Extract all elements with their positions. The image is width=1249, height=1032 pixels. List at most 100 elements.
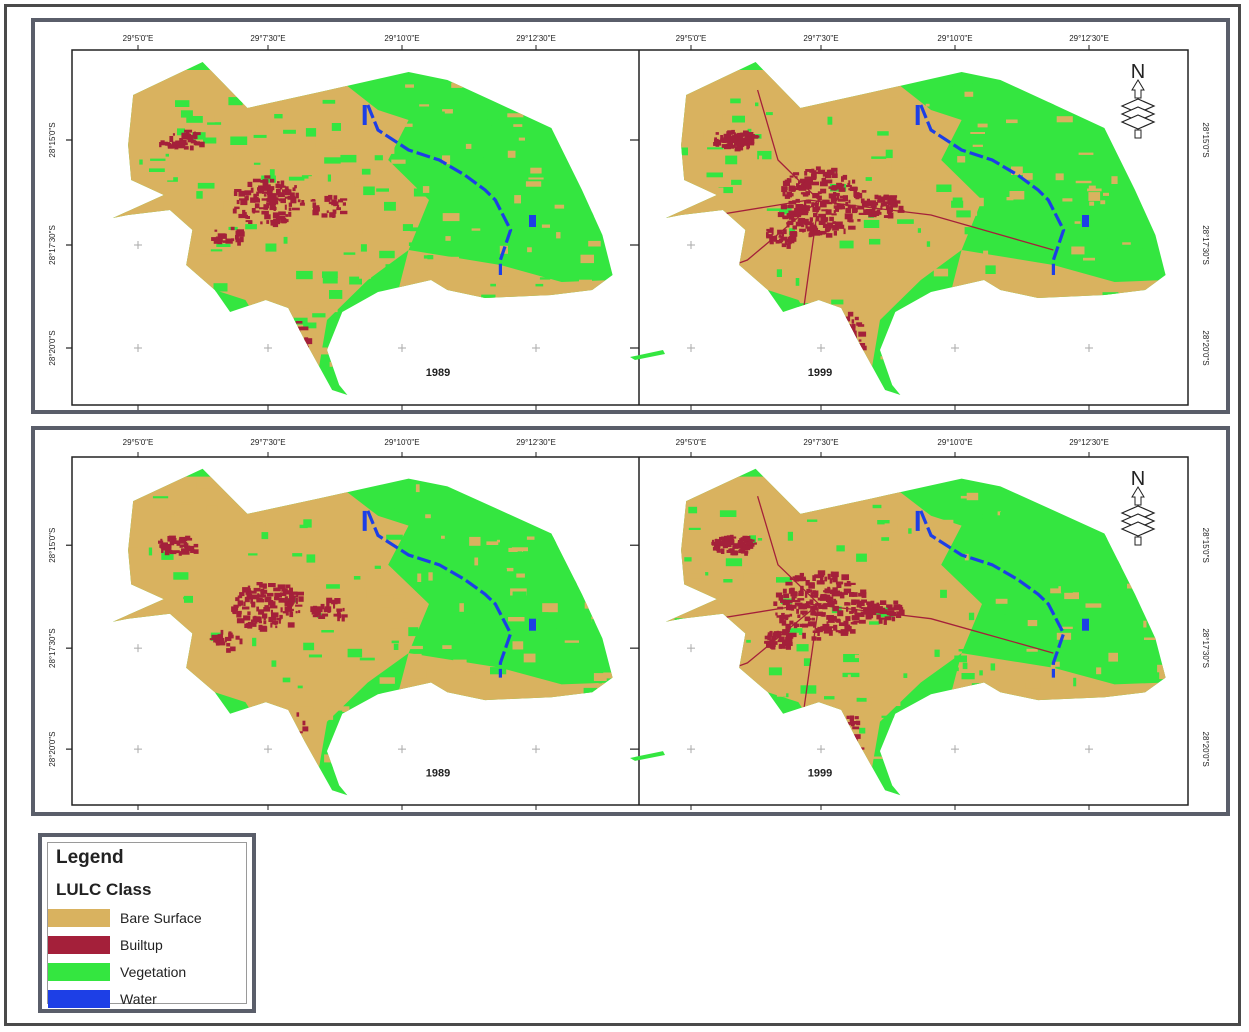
builtup-patch <box>862 203 868 207</box>
land-patch <box>1011 166 1023 175</box>
land-patch <box>539 277 551 280</box>
land-patch <box>963 537 977 543</box>
builtup-patch <box>877 608 882 614</box>
land-patch <box>233 155 240 160</box>
land-patch <box>498 206 514 214</box>
builtup-patch <box>831 167 838 172</box>
water-swatch <box>48 990 110 1008</box>
vegetation-fragment <box>630 350 665 360</box>
builtup-patch <box>844 316 851 322</box>
builtup-patch <box>881 204 884 207</box>
builtup-patch <box>833 624 838 631</box>
builtup-patch <box>801 181 805 185</box>
land-patch <box>404 601 409 609</box>
builtup-patch <box>277 198 282 201</box>
land-patch <box>433 648 438 654</box>
builtup-patch <box>733 133 739 138</box>
builtup-patch <box>805 580 810 586</box>
land-patch <box>564 640 579 643</box>
builtup-patch <box>253 587 261 592</box>
builtup-patch <box>812 206 819 213</box>
top-coordinate-label: 29°7'30"E <box>803 438 838 447</box>
land-patch <box>386 534 403 540</box>
builtup-patch <box>848 325 856 332</box>
land-patch <box>253 162 261 165</box>
builtup-patch <box>845 616 851 621</box>
lulc-panel-1999: 29°5'0"E 29°7'30"E 29°10'0"E 29°12'30"E 28°1… <box>630 34 1210 410</box>
land-patch <box>961 673 975 680</box>
land-patch <box>1028 151 1036 154</box>
builtup-patch <box>236 607 239 611</box>
land-patch <box>884 523 898 533</box>
builtup-patch <box>872 603 879 608</box>
builtup-patch <box>279 614 283 619</box>
land-patch <box>856 701 872 706</box>
builtup-patch <box>341 617 345 622</box>
builtup-patch <box>250 598 253 604</box>
land-patch <box>366 137 371 140</box>
land-patch <box>737 151 745 155</box>
land-patch <box>465 143 472 149</box>
builtup-patch <box>304 338 313 345</box>
builtup-patch <box>877 196 884 201</box>
builtup-patch <box>312 199 315 202</box>
builtup-patch <box>261 198 268 201</box>
builtup-patch <box>848 219 854 223</box>
builtup-patch <box>857 206 865 210</box>
builtup-patch <box>271 612 279 618</box>
land-patch <box>427 255 434 260</box>
land-patch <box>824 696 835 700</box>
land-patch <box>293 548 306 557</box>
builtup-patch <box>818 213 826 218</box>
builtup-patch <box>264 214 271 220</box>
land-patch <box>152 496 169 499</box>
builtup-patch <box>161 547 164 553</box>
builtup-patch <box>721 144 729 148</box>
builtup-patch <box>870 201 875 207</box>
builtup-patch <box>285 214 289 217</box>
builtup-patch <box>839 195 844 199</box>
builtup-patch <box>769 239 774 245</box>
builtup-patch <box>731 129 735 134</box>
land-patch <box>459 572 473 577</box>
builtup-patch <box>737 540 744 544</box>
land-patch <box>297 685 303 689</box>
builtup-patch <box>786 639 793 645</box>
builtup-patch <box>214 237 218 240</box>
builtup-patch <box>277 584 286 590</box>
land-patch <box>284 705 296 713</box>
builtup-patch <box>809 231 815 236</box>
builtup-patch <box>712 546 717 551</box>
builtup-patch <box>880 202 888 207</box>
top-coordinate-label: 29°7'30"E <box>250 34 285 43</box>
land-patch <box>940 589 947 598</box>
builtup-patch <box>741 142 748 146</box>
builtup-patch <box>856 322 863 326</box>
builtup-patch <box>233 604 239 608</box>
land-patch <box>321 696 325 703</box>
legend-box: Legend LULC Class Bare Surface Builtup V… <box>38 833 256 1013</box>
builtup-patch <box>817 169 825 175</box>
builtup-patch <box>737 132 744 137</box>
land-patch <box>358 228 363 235</box>
side-coordinate-label: 28°20'0"S <box>48 732 57 767</box>
builtup-patch <box>825 227 831 231</box>
builtup-patch <box>235 238 241 243</box>
builtup-patch <box>239 236 244 243</box>
year-label: 1999 <box>808 768 832 780</box>
land-patch <box>973 211 978 216</box>
builtup-patch <box>839 183 845 187</box>
builtup-patch <box>263 204 266 210</box>
builtup-patch <box>165 142 171 146</box>
builtup-patch <box>238 190 246 197</box>
land-patch <box>827 116 833 125</box>
builtup-patch <box>836 182 843 185</box>
land-patch <box>155 120 171 128</box>
land-patch <box>856 553 867 562</box>
land-patch <box>292 553 303 557</box>
land-patch <box>979 670 983 676</box>
builtup-patch <box>778 645 782 649</box>
land-patch <box>128 547 139 554</box>
builtup-patch <box>849 721 856 725</box>
builtup-patch <box>159 142 162 148</box>
